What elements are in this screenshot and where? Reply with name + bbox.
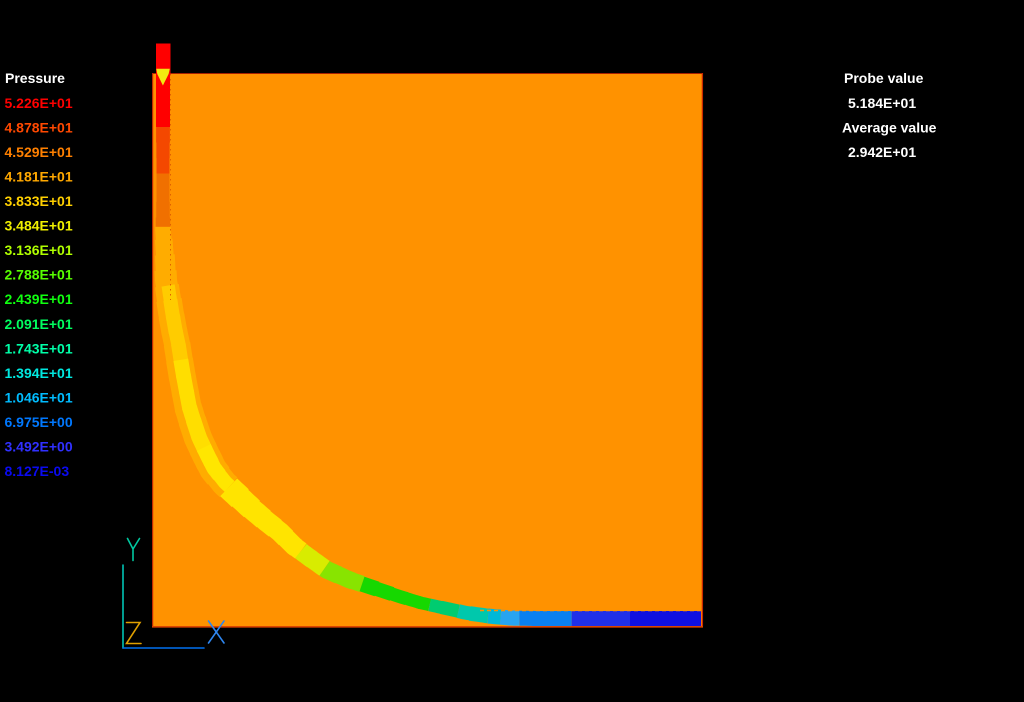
svg-text:3.492E+00: 3.492E+00	[5, 439, 73, 455]
svg-text:4.529E+01: 4.529E+01	[5, 144, 73, 160]
svg-text:5.184E+01: 5.184E+01	[848, 95, 916, 111]
svg-text:Pressure: Pressure	[5, 70, 65, 86]
svg-text:1.394E+01: 1.394E+01	[5, 365, 73, 381]
svg-text:1.743E+01: 1.743E+01	[5, 340, 73, 356]
svg-text:Average value: Average value	[842, 119, 937, 135]
svg-text:5.226E+01: 5.226E+01	[5, 95, 73, 111]
svg-text:2.091E+01: 2.091E+01	[5, 316, 73, 332]
svg-text:6.975E+00: 6.975E+00	[5, 414, 73, 430]
svg-text:2.439E+01: 2.439E+01	[5, 291, 73, 307]
svg-text:4.878E+01: 4.878E+01	[5, 119, 73, 135]
svg-text:3.484E+01: 3.484E+01	[5, 218, 73, 234]
svg-text:8.127E-03: 8.127E-03	[5, 463, 70, 479]
svg-text:3.833E+01: 3.833E+01	[5, 193, 73, 209]
svg-text:1.046E+01: 1.046E+01	[5, 389, 73, 405]
svg-text:4.181E+01: 4.181E+01	[5, 169, 73, 185]
svg-text:3.136E+01: 3.136E+01	[5, 242, 73, 258]
svg-text:2.942E+01: 2.942E+01	[848, 144, 916, 160]
svg-text:2.788E+01: 2.788E+01	[5, 267, 73, 283]
svg-text:Probe value: Probe value	[844, 70, 924, 86]
